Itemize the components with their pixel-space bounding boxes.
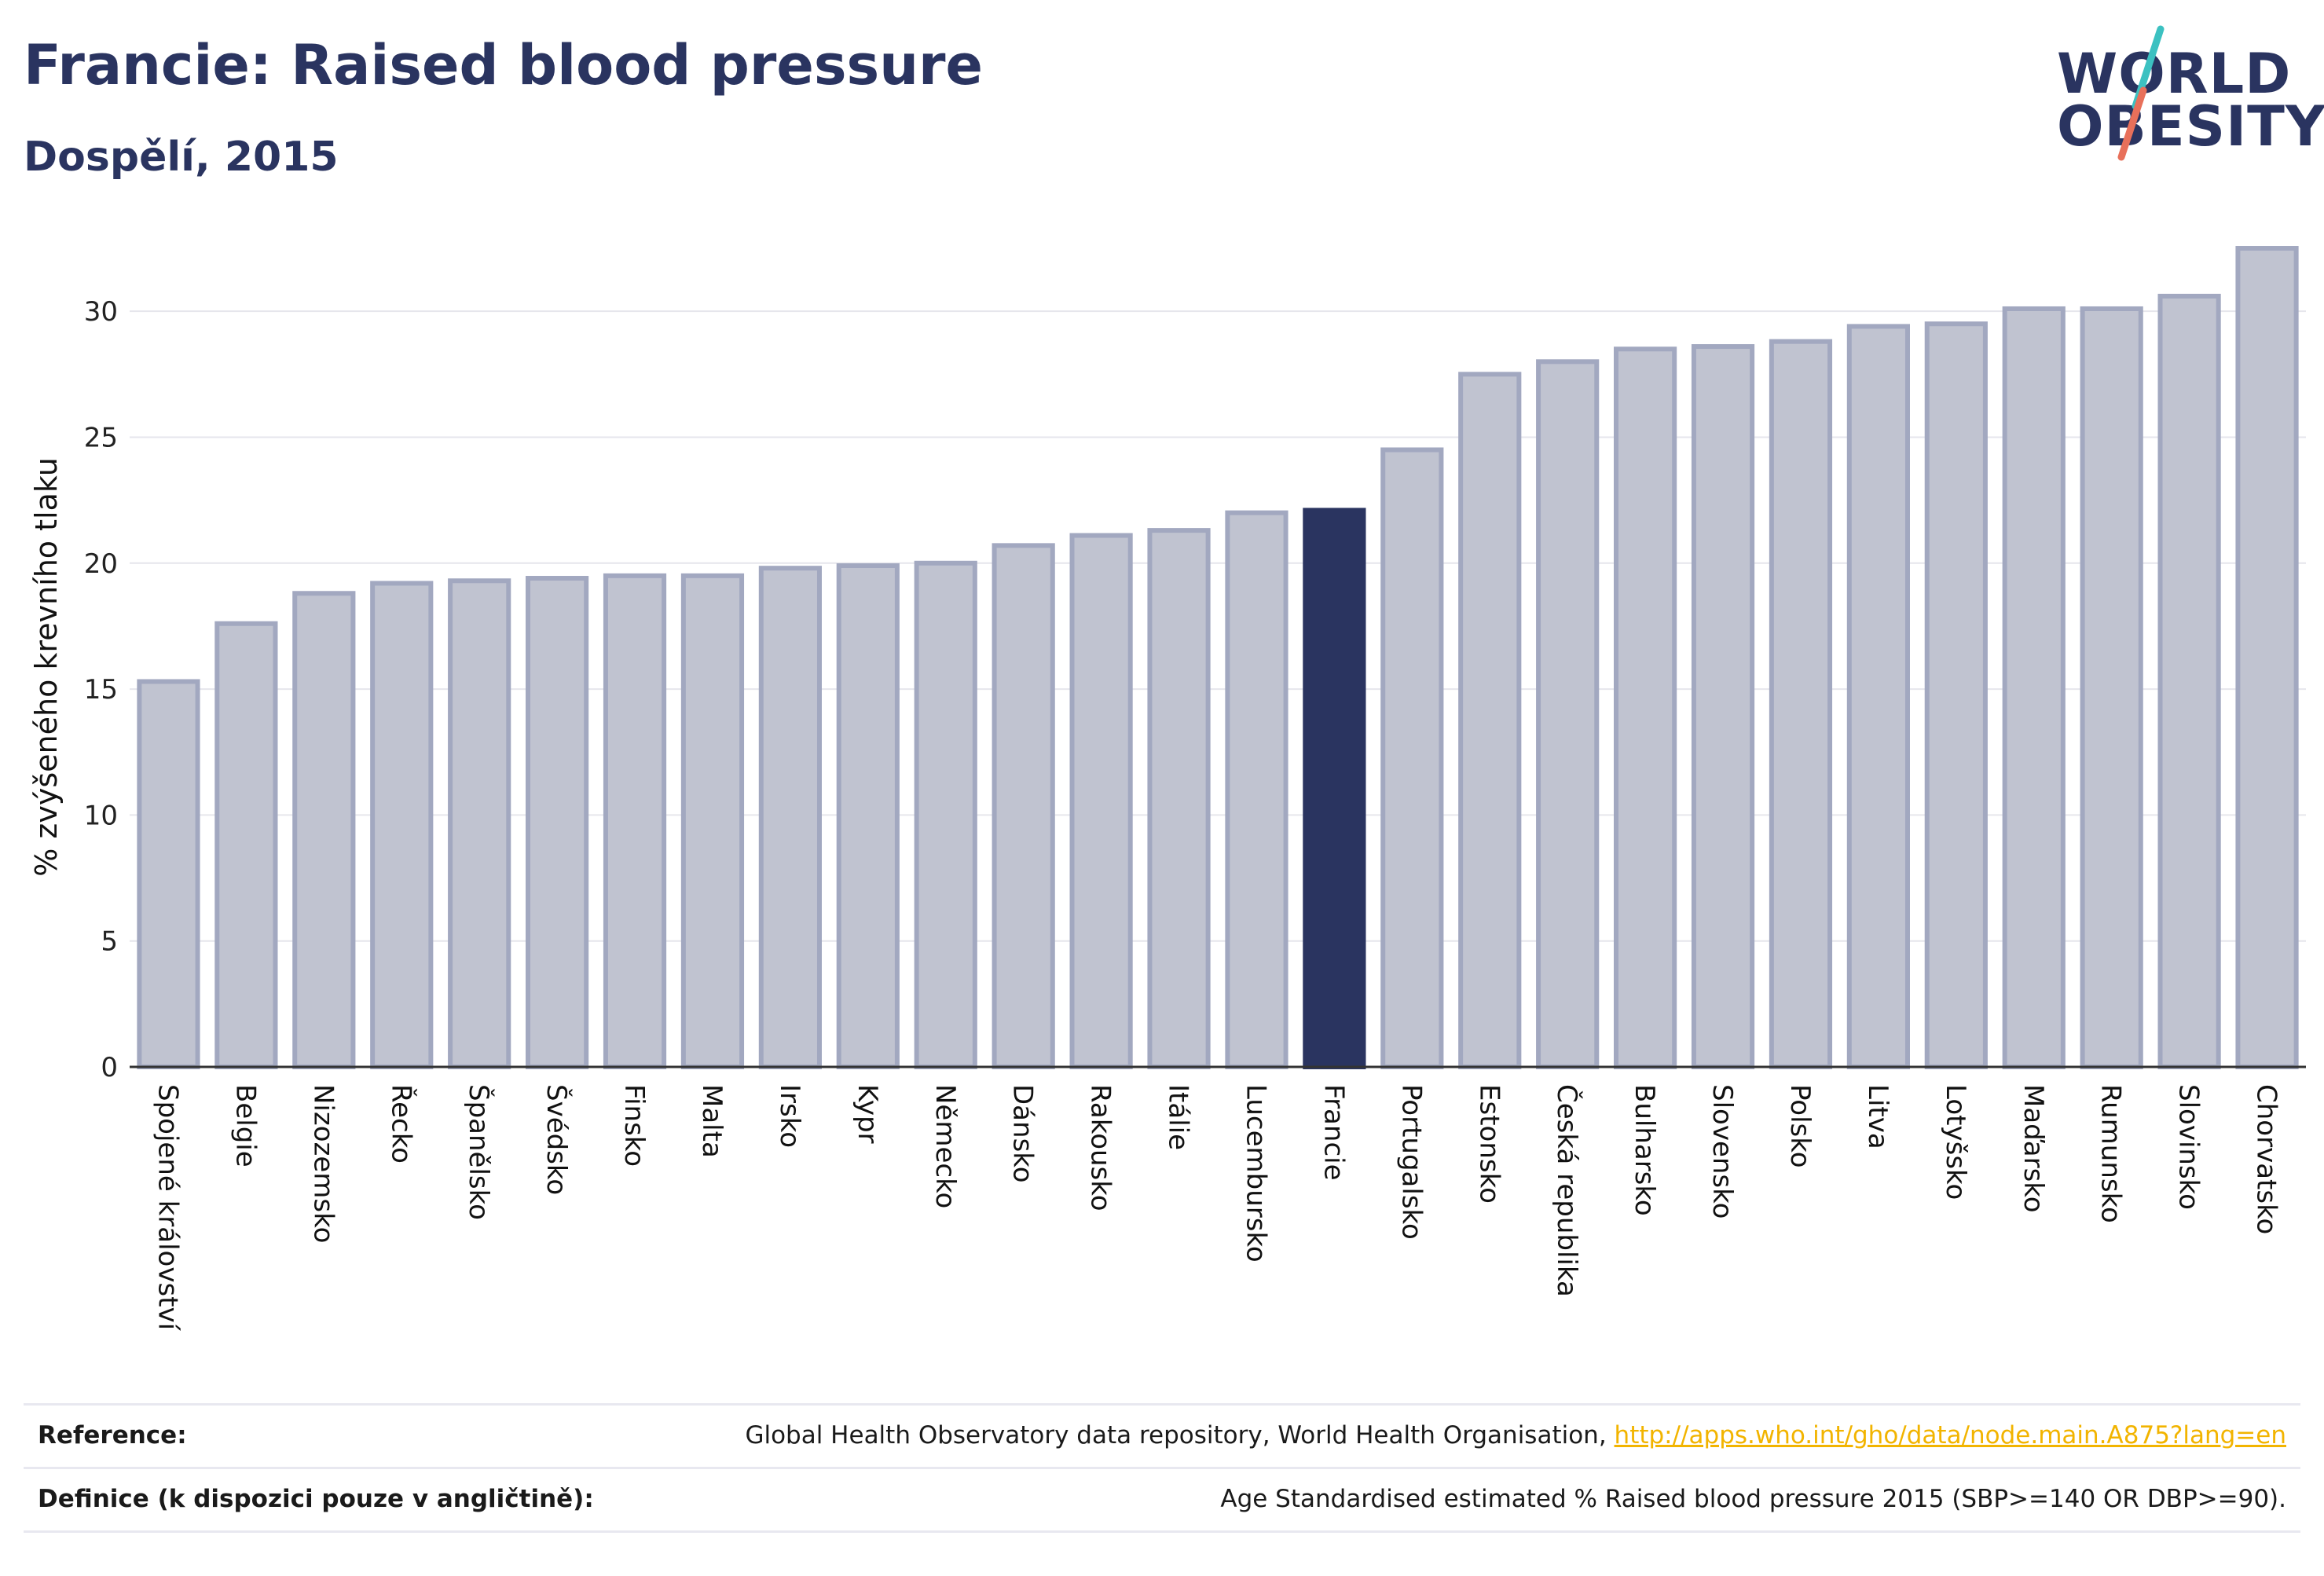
- bar-česká-republika: [1536, 359, 1600, 1069]
- bar-kypr: [836, 563, 900, 1069]
- bar-řecko: [370, 581, 434, 1069]
- x-tick-label: Chorvatsko: [2251, 1084, 2282, 1234]
- x-tick-label: Spojené království: [152, 1084, 183, 1332]
- bar-chart: 0 5 10 15 20 25 30 Spojené království Belgie Niz…: [29, 246, 2306, 1332]
- bar-litva: [1846, 324, 1910, 1070]
- bar-spojené-království: [137, 679, 200, 1069]
- y-tick-label: 30: [84, 296, 118, 328]
- y-tick-label: 0: [101, 1052, 118, 1083]
- y-axis-label: % zvýšeného krevního tlaku: [29, 457, 64, 877]
- bar-rakousko: [1069, 533, 1133, 1069]
- bar-malta: [680, 573, 745, 1069]
- bar-švédsko: [526, 576, 589, 1069]
- x-tick-label: Belgie: [229, 1084, 261, 1167]
- x-tick-label: Francie: [1318, 1084, 1349, 1181]
- bar-francie: [1303, 508, 1366, 1069]
- bar-španělsko: [448, 578, 511, 1069]
- x-tick-label: Kypr: [852, 1084, 883, 1144]
- x-tick-label: Řecko: [385, 1084, 417, 1164]
- definition-label: Definice (k dispozici pouze v angličtině…: [38, 1485, 594, 1513]
- y-tick-label: 20: [84, 548, 118, 580]
- chart-subtitle: Dospělí, 2015: [24, 134, 339, 181]
- bar-bulharsko: [1614, 346, 1677, 1070]
- logo-text-line1: WORLD: [2057, 42, 2292, 106]
- logo-text-line2: OBESITY: [2057, 94, 2324, 159]
- bar-irsko: [758, 566, 822, 1069]
- chart-title: Francie: Raised blood pressure: [24, 33, 984, 97]
- x-tick-label: Nizozemsko: [307, 1084, 339, 1243]
- x-tick-label: Lotyšsko: [1940, 1084, 1971, 1200]
- logo-slash-icon: [2117, 25, 2165, 161]
- x-tick-label: Polsko: [1784, 1084, 1816, 1168]
- bars: [137, 246, 2299, 1070]
- x-tick-label: Švédsko: [541, 1084, 573, 1195]
- bar-slovinsko: [2157, 293, 2221, 1070]
- bar-lotyšsko: [1924, 321, 1988, 1070]
- x-tick-label: Litva: [1862, 1084, 1893, 1149]
- bar-belgie: [214, 621, 278, 1069]
- bar-polsko: [1769, 339, 1833, 1069]
- y-tick-label: 10: [84, 800, 118, 831]
- world-obesity-logo: WORLD OBESITY: [2043, 20, 2324, 169]
- x-tick-label: Portugalsko: [1395, 1084, 1427, 1240]
- bar-chorvatsko: [2235, 246, 2299, 1070]
- x-tick-label: Španělsko: [463, 1084, 495, 1220]
- reference-row: Reference: Global Health Observatory dat…: [24, 1403, 2300, 1467]
- bar-rumunsko: [2080, 306, 2143, 1069]
- y-axis-ticks: 0 5 10 15 20 25 30: [84, 296, 118, 1083]
- x-tick-label: Dánsko: [1007, 1084, 1039, 1183]
- x-tick-label: Finsko: [618, 1084, 650, 1167]
- x-tick-label: Irsko: [774, 1084, 805, 1148]
- bar-německo: [914, 560, 977, 1069]
- y-tick-label: 25: [84, 422, 118, 453]
- x-tick-label: Rakousko: [1085, 1084, 1116, 1211]
- x-tick-label: Slovensko: [1706, 1084, 1738, 1219]
- bar-maďarsko: [2002, 306, 2066, 1069]
- reference-text: Global Health Observatory data repositor…: [745, 1421, 1615, 1450]
- y-tick-label: 15: [84, 674, 118, 706]
- bar-nizozemsko: [292, 591, 356, 1069]
- x-tick-label: Maďarsko: [2018, 1084, 2049, 1213]
- x-tick-label: Bulharsko: [1629, 1084, 1660, 1216]
- x-tick-label: Německo: [929, 1084, 961, 1208]
- x-tick-label: Slovinsko: [2173, 1084, 2205, 1210]
- bar-finsko: [603, 573, 667, 1069]
- x-tick-label: Malta: [696, 1084, 728, 1158]
- definition-row: Definice (k dispozici pouze v angličtině…: [24, 1467, 2300, 1533]
- x-tick-label: Rumunsko: [2095, 1084, 2127, 1223]
- bar-slovensko: [1691, 344, 1755, 1070]
- y-tick-label: 5: [101, 926, 118, 958]
- x-tick-label: Itálie: [1163, 1084, 1194, 1150]
- bar-estonsko: [1458, 372, 1522, 1070]
- reference-value: Global Health Observatory data repositor…: [745, 1421, 2286, 1450]
- x-tick-label: Česká republika: [1551, 1084, 1583, 1297]
- reference-link[interactable]: http://apps.who.int/gho/data/node.main.A…: [1614, 1421, 2286, 1450]
- bar-lucembursko: [1225, 510, 1288, 1069]
- x-axis-ticks: Spojené království Belgie Nizozemsko Řecko Š…: [152, 1084, 2282, 1332]
- bar-itálie: [1147, 528, 1211, 1069]
- bar-portugalsko: [1380, 447, 1444, 1069]
- definition-text: Age Standardised estimated % Raised bloo…: [1220, 1485, 2286, 1513]
- x-tick-label: Lucembursko: [1240, 1084, 1271, 1263]
- x-tick-label: Estonsko: [1473, 1084, 1505, 1204]
- reference-label: Reference:: [38, 1421, 187, 1450]
- bar-dánsko: [992, 543, 1055, 1069]
